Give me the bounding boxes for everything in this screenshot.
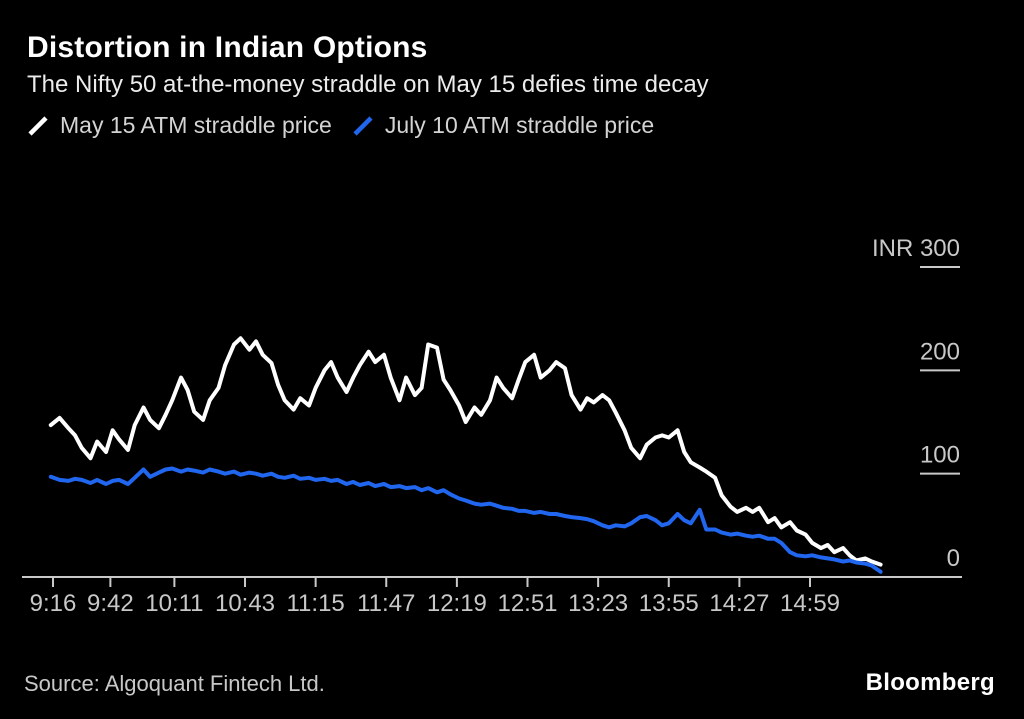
legend-item-may15: May 15 ATM straddle price xyxy=(27,112,332,139)
x-tick-label: 14:27 xyxy=(709,590,769,617)
series-july10-line xyxy=(48,466,883,574)
x-tick-label: 13:55 xyxy=(639,590,699,617)
legend-label-july10: July 10 ATM straddle price xyxy=(384,112,655,138)
legend: May 15 ATM straddle price July 10 ATM st… xyxy=(27,112,654,139)
x-tick-label: 13:23 xyxy=(568,590,628,617)
line-swatch-icon xyxy=(28,115,48,136)
x-tick-label: 11:47 xyxy=(357,590,415,617)
legend-label-may15: May 15 ATM straddle price xyxy=(60,112,332,138)
y-tick-label: 200 xyxy=(920,338,960,365)
x-tick-label: 14:59 xyxy=(780,590,840,617)
x-tick-label: 9:16 xyxy=(30,590,77,617)
x-tick-label: 9:42 xyxy=(87,590,134,617)
y-tick-label: INR 300 xyxy=(872,235,960,262)
x-tick-label: 11:15 xyxy=(286,590,344,617)
y-tick-label: 0 xyxy=(947,545,960,572)
x-tick-label: 10:11 xyxy=(145,590,203,617)
chart-subtitle: The Nifty 50 at-the-money straddle on Ma… xyxy=(27,71,709,98)
bloomberg-logo: Bloomberg xyxy=(865,669,995,696)
x-tick-label: 10:43 xyxy=(215,590,275,617)
x-tick-label: 12:19 xyxy=(427,590,487,617)
x-tick-label: 12:51 xyxy=(497,590,557,617)
line-chart: 9:16 9:42 10:11 10:43 11:15 11:47 12:19 12:51 13… xyxy=(22,235,962,617)
series-may15-line xyxy=(48,336,883,567)
chart-title: Distortion in Indian Options xyxy=(27,31,428,64)
y-tick-label: 100 xyxy=(920,442,960,469)
source-attribution: Source: Algoquant Fintech Ltd. xyxy=(24,671,325,696)
legend-item-july10: July 10 ATM straddle price xyxy=(352,112,654,139)
line-swatch-icon xyxy=(353,115,373,136)
